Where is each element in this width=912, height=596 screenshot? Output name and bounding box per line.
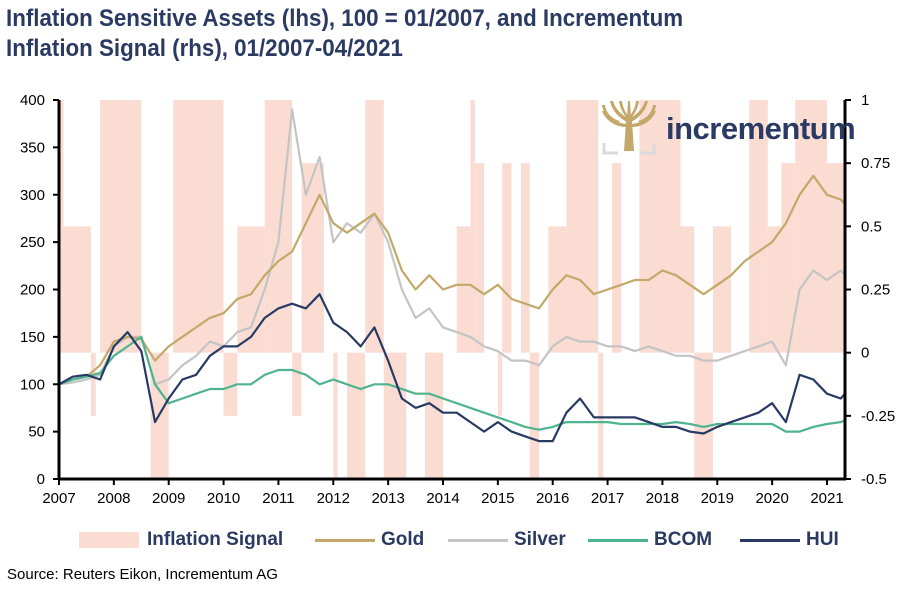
inflation-signal-bar <box>502 163 512 353</box>
series-line-gold <box>58 174 846 386</box>
y-right-tick-label: 0.25 <box>861 282 890 299</box>
y-right-tick-label: 0.75 <box>861 155 890 172</box>
chart-title-line2: Inflation Signal (rhs), 01/2007-04/2021 <box>6 35 403 62</box>
inflation-signal-area <box>59 100 845 479</box>
inflation-signal-bar <box>365 100 384 353</box>
x-tick-label: 2012 <box>317 490 350 507</box>
chart-area: 0 50 100 150 200 250 300 350 400 -0.5 -0.25 0 0.25 0.… <box>20 92 895 507</box>
y-right-tick-label: -0.25 <box>861 408 895 425</box>
source-note: Source: Reuters Eikon, Incrementum AG <box>7 566 278 583</box>
legend-swatch-silver <box>448 538 508 542</box>
y-right-tick-label: 0.5 <box>861 218 882 235</box>
y-left-tick-label: 0 <box>37 471 45 488</box>
x-tick-label: 2008 <box>97 490 130 507</box>
inflation-signal-bar <box>264 100 293 353</box>
y-left-tick-label: 200 <box>20 282 45 299</box>
inflation-signal-bar <box>227 352 238 416</box>
x-tick-label: 2009 <box>152 490 185 507</box>
inflation-signal-bar <box>63 226 91 353</box>
legend-item-hui: HUI <box>740 525 839 555</box>
series-line-hui <box>58 293 846 443</box>
legend-swatch-inflation-signal <box>79 532 139 548</box>
inflation-signal-bar <box>474 163 485 353</box>
inflation-signal-bar <box>749 100 768 353</box>
y-right-tick-label: 0 <box>861 345 869 362</box>
inflation-signal-bar <box>424 352 443 479</box>
inflation-signal-bar <box>237 226 265 353</box>
inflation-signal-bar <box>694 352 713 479</box>
y-left-tick-label: 400 <box>20 92 45 109</box>
inflation-signal-bar <box>470 100 475 353</box>
inflation-signal-bar <box>566 100 599 353</box>
legend-item-inflation-signal: Inflation Signal <box>79 525 283 555</box>
legend-label-gold: Gold <box>381 529 425 550</box>
inflation-signal-bar <box>529 352 539 479</box>
inflation-signal-bar <box>456 226 471 353</box>
chart-legend: Inflation Signal Gold Silver BCOM HUI <box>0 525 912 555</box>
chart-title-line1: Inflation Sensitive Assets (lhs), 100 = … <box>6 5 684 32</box>
y-right-tick-label: -0.5 <box>861 471 887 488</box>
x-tick-label: 2020 <box>755 490 788 507</box>
y-left-tick-label: 100 <box>20 376 45 393</box>
inflation-signal-bar <box>827 163 845 353</box>
x-tick-label: 2016 <box>536 490 569 507</box>
x-tick-label: 2013 <box>371 490 404 507</box>
tree-icon <box>602 101 656 155</box>
inflation-signal-bar <box>59 100 64 353</box>
inflation-signal-bar <box>497 352 503 416</box>
inflation-signal-bar <box>767 226 782 353</box>
legend-swatch-hui <box>740 538 800 542</box>
y-right-tick-label: 1 <box>861 92 869 109</box>
x-tick-label: 2017 <box>591 490 624 507</box>
inflation-signal-bar <box>292 352 302 416</box>
axes: 0 50 100 150 200 250 300 350 400 -0.5 -0.25 0 0.25 0.… <box>20 92 895 507</box>
inflation-signal-bar <box>90 352 96 416</box>
series-line-silver <box>58 108 846 386</box>
inflation-signal-bar <box>100 100 142 353</box>
y-left-tick-label: 250 <box>20 234 45 251</box>
inflation-signal-bar <box>598 352 604 479</box>
inflation-signal-bar <box>712 226 731 353</box>
series-lines <box>58 108 846 443</box>
inflation-signal-bar <box>795 100 827 353</box>
inflation-signal-bar <box>301 163 324 353</box>
inflation-signal-bar <box>383 352 407 479</box>
inflation-signal-bar <box>520 163 530 353</box>
x-tick-label: 2019 <box>701 490 734 507</box>
inflation-signal-bar <box>173 100 224 353</box>
series-line-bcom <box>58 335 846 433</box>
legend-item-bcom: BCOM <box>588 525 712 555</box>
inflation-signal-bar <box>333 352 338 479</box>
inflation-signal-bar <box>680 226 695 353</box>
legend-item-silver: Silver <box>448 525 566 555</box>
x-tick-label: 2014 <box>426 490 459 507</box>
inflation-signal-bar <box>548 226 567 353</box>
logo-text: incrementum <box>666 111 856 146</box>
inflation-signal-bar <box>639 100 681 353</box>
legend-swatch-gold <box>315 538 375 542</box>
legend-swatch-bcom <box>588 538 648 542</box>
x-tick-label: 2007 <box>42 490 75 507</box>
incrementum-logo: incrementum <box>600 101 856 157</box>
y-left-tick-label: 350 <box>20 139 45 156</box>
x-tick-label: 2021 <box>810 490 843 507</box>
legend-item-gold: Gold <box>315 525 424 555</box>
inflation-signal-bar <box>611 163 622 353</box>
y-left-tick-label: 300 <box>20 187 45 204</box>
x-tick-label: 2011 <box>262 490 294 507</box>
legend-label-inflation-signal: Inflation Signal <box>147 529 284 550</box>
inflation-signal-bar <box>347 352 366 479</box>
chart-title: Inflation Sensitive Assets (lhs), 100 = … <box>6 4 843 64</box>
legend-label-silver: Silver <box>514 529 566 550</box>
legend-label-hui: HUI <box>806 529 839 550</box>
y-left-tick-label: 150 <box>20 329 45 346</box>
y-left-tick-label: 50 <box>28 424 45 441</box>
legend-label-bcom: BCOM <box>654 529 713 550</box>
inflation-signal-bar <box>223 352 228 416</box>
x-tick-label: 2015 <box>481 490 514 507</box>
x-tick-label: 2010 <box>207 490 240 507</box>
x-tick-label: 2018 <box>646 490 679 507</box>
